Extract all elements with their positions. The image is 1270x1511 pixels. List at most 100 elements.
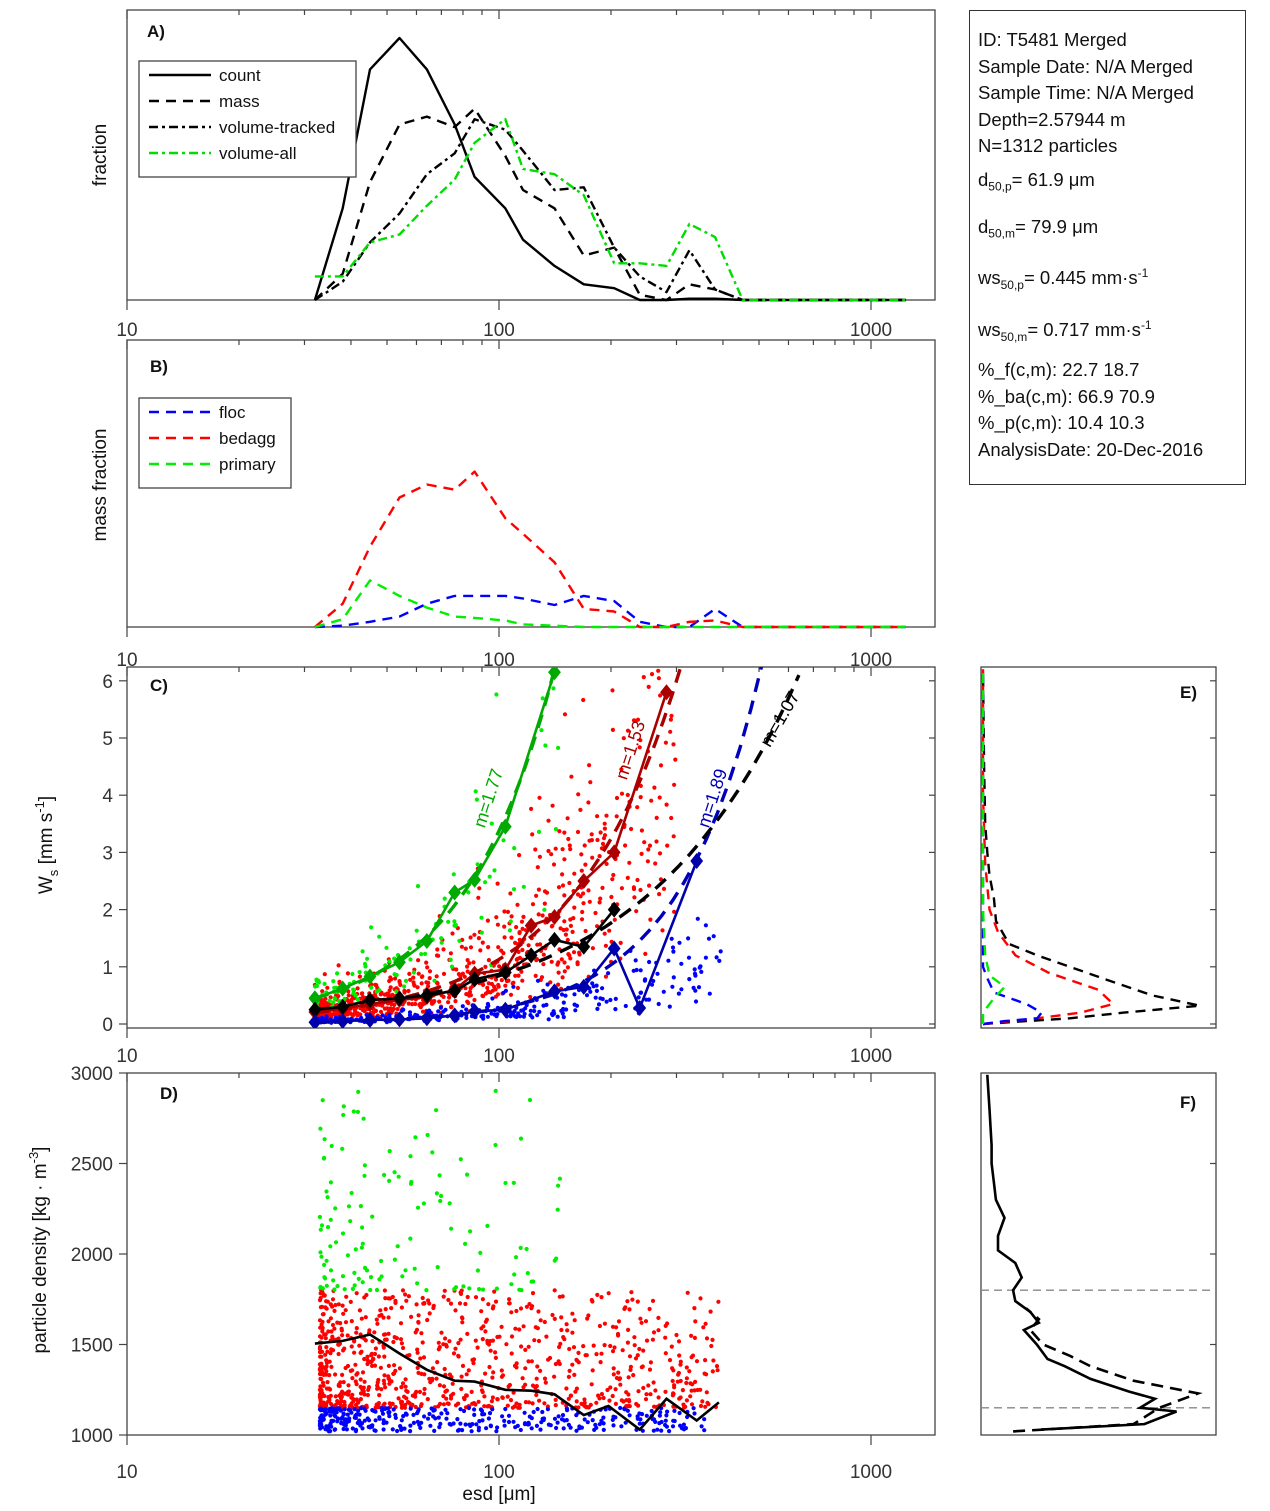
point-bedagg [546,848,551,854]
point-bedagg [517,1402,522,1407]
point-bedagg [687,1369,692,1374]
y-tick-label: 3 [102,843,113,864]
point-bedagg [621,1399,626,1404]
point-bedagg [604,813,609,818]
point-bedagg [326,1329,331,1334]
point-bedagg [530,1291,536,1296]
point-bedagg [435,1360,440,1365]
legend-label-bedagg: bedagg [219,429,276,448]
point-bedagg [399,1305,404,1310]
point-bedagg [336,1351,341,1357]
point-bedagg [447,1372,452,1377]
point-primary [442,896,447,901]
point-floc [613,1007,618,1012]
point-bedagg [416,1313,421,1318]
point-bedagg [330,1297,336,1302]
point-floc [358,1423,363,1428]
point-bedagg [354,1291,359,1296]
point-floc [341,1426,346,1432]
point-floc [541,1003,546,1008]
point-bedagg [684,1380,689,1386]
point-bedagg [346,993,351,998]
point-bedagg [446,1297,451,1303]
series-mass [1013,1307,1203,1433]
point-bedagg [564,1386,569,1391]
point-bedagg [543,1380,548,1385]
point-bedagg [508,891,513,896]
point-bedagg [674,643,678,647]
point-bedagg [603,943,609,948]
point-floc [526,1420,531,1425]
point-primary [360,949,365,954]
point-bedagg [698,1403,704,1409]
point-bedagg [570,1330,575,1335]
point-bedagg [681,1405,687,1410]
point-floc [670,1424,676,1429]
point-primary [524,1246,529,1252]
point-bedagg [663,740,669,745]
primary-median-marker [548,667,561,681]
point-primary [335,971,340,976]
point-primary [402,984,407,989]
point-bedagg [550,1312,555,1318]
point-bedagg [317,1318,323,1323]
point-primary [387,959,392,964]
point-bedagg [495,1397,500,1402]
point-primary [357,970,362,975]
point-bedagg [560,847,565,852]
point-bedagg [582,843,587,848]
point-bedagg [671,1368,676,1373]
point-primary [503,1180,508,1186]
point-bedagg [625,1340,631,1345]
x-tick-label: 1000 [850,320,892,341]
series-volume-tracked [314,117,906,302]
point-bedagg [349,1344,354,1349]
point-bedagg [562,712,568,717]
point-floc [433,1416,438,1421]
point-primary [475,862,480,867]
point-bedagg [592,533,596,537]
point-floc [445,1411,450,1416]
point-bedagg [595,837,600,843]
point-bedagg [363,1315,368,1320]
point-bedagg [420,1340,425,1345]
point-floc [514,1014,519,1020]
point-bedagg [562,919,567,924]
point-primary [511,1180,516,1185]
point-bedagg [387,1296,393,1301]
point-primary [425,1132,430,1138]
point-bedagg [661,886,667,892]
point-bedagg [704,1372,709,1377]
point-floc [572,992,577,997]
info-line: %_f(c,m): 22.7 18.7 [978,359,1140,381]
point-primary [532,662,536,666]
point-bedagg [420,974,425,979]
point-bedagg [408,977,413,982]
point-bedagg [648,1360,654,1365]
series-bedagg [981,669,1116,1026]
y-tick-label: 3000 [71,1064,113,1085]
point-bedagg [693,1319,698,1324]
point-bedagg [481,982,486,988]
point-bedagg [403,1377,408,1382]
point-floc [633,958,638,963]
point-bedagg [337,979,342,984]
point-bedagg [546,1357,551,1362]
point-bedagg [619,791,625,796]
point-primary [359,1245,364,1250]
point-floc [655,1427,660,1432]
point-bedagg [511,1390,516,1395]
point-bedagg [704,1390,709,1395]
point-bedagg [685,1290,690,1295]
point-primary [400,1274,405,1279]
point-bedagg [320,1365,325,1370]
point-floc [711,934,716,939]
point-bedagg [419,1331,424,1336]
point-bedagg [512,1363,518,1368]
point-floc [500,1414,505,1419]
point-bedagg [557,1344,562,1350]
info-line: AnalysisDate: 20-Dec-2016 [978,438,1204,460]
point-bedagg [629,1290,634,1295]
point-bedagg [566,1374,572,1379]
point-bedagg [578,894,583,899]
